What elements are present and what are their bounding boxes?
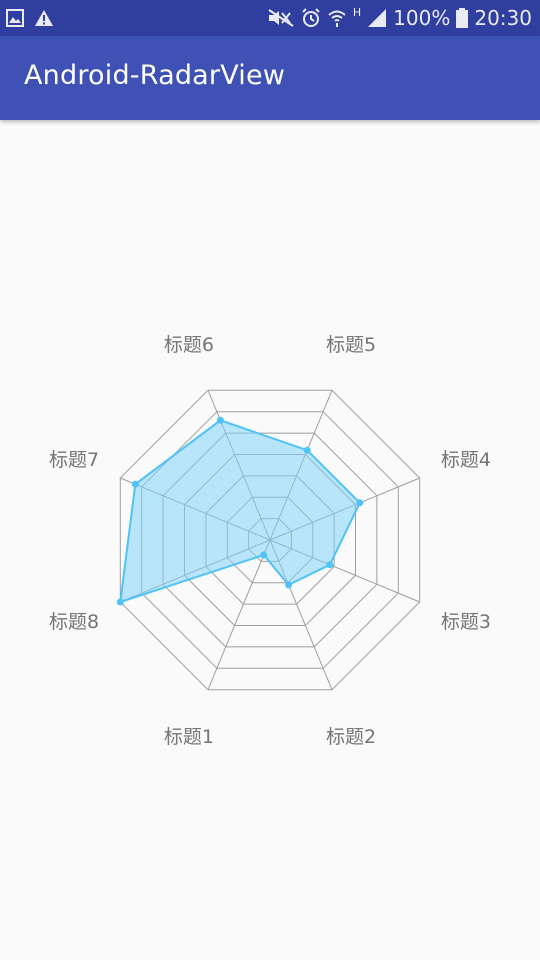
warning-icon	[35, 10, 53, 26]
radar-point-5	[303, 446, 311, 454]
radar-point-7	[131, 480, 139, 488]
radar-axis-label-7: 标题7	[49, 449, 99, 471]
status-left-icons	[6, 8, 54, 28]
signal-icon	[368, 9, 387, 27]
radar-points	[116, 416, 364, 606]
radar-point-6	[216, 416, 224, 424]
status-bar: H 100% 20:30	[0, 0, 540, 36]
app-bar: Android-RadarView	[0, 36, 540, 120]
radar-axis-label-3: 标题3	[441, 611, 491, 633]
image-icon	[6, 9, 24, 27]
radar-labels: 标题1 标题2 标题3 标题4 标题5 标题6 标题7 标题8	[49, 334, 491, 748]
alarm-icon	[302, 8, 320, 27]
radar-axis-label-1: 标题1	[164, 726, 214, 748]
radar-point-2	[285, 581, 293, 589]
radar-chart: 标题1 标题2 标题3 标题4 标题5 标题6 标题7 标题8	[49, 334, 491, 748]
radar-spoke-1	[207, 539, 271, 690]
radar-point-1	[260, 551, 268, 559]
radar-axis-label-2: 标题2	[326, 726, 376, 748]
battery-percent: 100%	[393, 6, 451, 30]
radar-value-area	[119, 419, 362, 604]
app-title: Android-RadarView	[24, 60, 286, 91]
radar-axis-label-6: 标题6	[164, 334, 214, 356]
radar-axis-label-5: 标题5	[326, 334, 376, 356]
radar-axis-label-8: 标题8	[49, 611, 99, 633]
radar-axis-label-4: 标题4	[441, 449, 491, 471]
radar-point-8	[116, 598, 124, 606]
main-content: 标题1 标题2 标题3 标题4 标题5 标题6 标题7 标题8	[0, 120, 540, 960]
status-time: 20:30	[474, 6, 532, 30]
radar-point-3	[326, 561, 334, 569]
battery-icon	[456, 8, 469, 28]
mute-icon	[268, 9, 294, 27]
radar-point-4	[356, 499, 364, 507]
radar-area	[119, 419, 362, 604]
wifi-icon	[328, 10, 346, 27]
network-type: H	[352, 6, 362, 19]
status-right-icons: H 100% 20:30	[267, 4, 532, 32]
